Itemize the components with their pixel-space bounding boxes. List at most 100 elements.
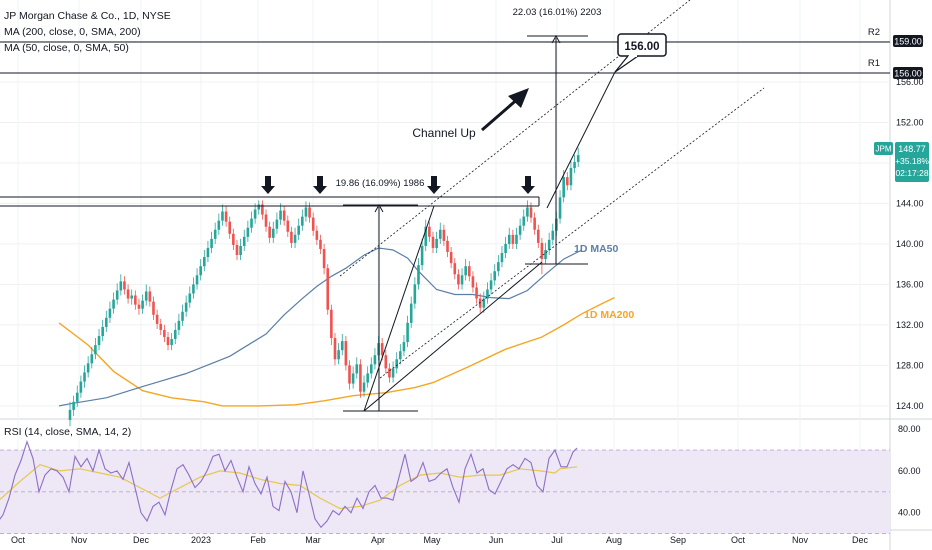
- candle-body: [163, 329, 166, 338]
- candle-body: [558, 197, 562, 219]
- price-tick: 152.00: [896, 117, 924, 127]
- candle: [199, 259, 202, 281]
- candle-body: [402, 342, 406, 352]
- channel-up-lines[interactable]: [339, 0, 765, 412]
- candle: [268, 221, 271, 243]
- candle: [384, 350, 388, 374]
- candle: [290, 226, 293, 248]
- candle-body: [326, 268, 330, 310]
- candle-body: [449, 252, 453, 264]
- candle-body: [184, 302, 188, 312]
- price-pane[interactable]: [0, 0, 890, 418]
- candle-body: [438, 229, 442, 239]
- time-tick: Nov: [792, 535, 809, 545]
- candlesticks: [68, 147, 580, 427]
- candle-body: [290, 231, 293, 243]
- price-axis[interactable]: 124.00 128.00 132.00 136.00 140.00 144.00 148.…: [896, 36, 924, 410]
- candle: [344, 336, 348, 371]
- down-arrow-icon: [427, 176, 441, 194]
- symbol-legend[interactable]: JP Morgan Chase & Co., 1D, NYSE: [4, 10, 171, 22]
- time-tick: Dec: [133, 535, 150, 545]
- candle: [163, 324, 166, 343]
- r1-label: R1: [868, 58, 880, 69]
- candle-body: [101, 326, 104, 337]
- rsi-legend[interactable]: RSI (14, close, SMA, 14, 2): [4, 426, 132, 438]
- candle: [533, 212, 536, 235]
- rsi-sma-line: [0, 464, 578, 510]
- candle: [518, 218, 522, 240]
- candle: [478, 293, 482, 313]
- candle: [108, 301, 112, 323]
- candle-body: [478, 298, 482, 308]
- candle: [170, 332, 173, 351]
- candle: [424, 219, 428, 252]
- candle: [173, 322, 177, 345]
- candle: [293, 227, 297, 248]
- candle-body: [464, 266, 467, 276]
- candle: [94, 338, 97, 360]
- channel-arrow-icon: [481, 88, 529, 132]
- candle: [507, 227, 511, 249]
- candle: [453, 258, 457, 280]
- candle-body: [282, 210, 286, 221]
- price-range-measure-1[interactable]: [343, 203, 418, 412]
- rsi-indicator: [0, 439, 890, 534]
- candle: [304, 201, 308, 222]
- r1-price-text: 156.00: [894, 69, 922, 79]
- candle: [86, 356, 90, 378]
- resistance-zone[interactable]: [0, 196, 540, 207]
- ma200-label: 1D MA200: [584, 309, 634, 321]
- candle: [144, 284, 148, 306]
- r1-price-tag: [893, 67, 923, 79]
- candle-body: [511, 234, 515, 244]
- candle: [112, 292, 115, 314]
- last-price-value: 148.77: [898, 144, 926, 154]
- candle: [471, 271, 475, 293]
- candle-body: [159, 323, 163, 330]
- candle: [221, 204, 224, 226]
- candle-body: [442, 229, 446, 241]
- candle-body: [217, 220, 221, 230]
- candle-body: [489, 280, 493, 290]
- ma50-label: 1D MA50: [574, 243, 619, 255]
- ma50-line: [58, 247, 583, 407]
- candle: [275, 212, 279, 234]
- ma200-legend[interactable]: MA (200, close, 0, SMA, 200): [4, 26, 141, 38]
- candle-body: [504, 243, 507, 254]
- ma50-legend[interactable]: MA (50, close, 0, SMA, 50): [4, 42, 129, 54]
- price-target-callout[interactable]: [614, 33, 667, 73]
- candle: [366, 366, 369, 388]
- candle-body: [246, 227, 250, 237]
- time-axis[interactable]: Oct Nov Dec 2023 Feb Mar Apr May Jun Jul Aug Sep Oct…: [11, 535, 869, 545]
- candle: [576, 147, 580, 167]
- candle-body: [420, 245, 424, 266]
- candle-body: [362, 382, 366, 392]
- candle: [573, 154, 576, 174]
- candle: [315, 225, 319, 245]
- candle-body: [166, 337, 170, 346]
- candle-body: [522, 216, 526, 226]
- candle-body: [453, 263, 457, 275]
- candle: [536, 224, 540, 248]
- candle-body: [475, 287, 478, 299]
- candle-body: [315, 230, 319, 240]
- price-range-measure-2[interactable]: [527, 34, 588, 265]
- candle-body: [279, 210, 282, 220]
- candle: [402, 335, 406, 357]
- candle: [250, 211, 253, 233]
- candle-body: [235, 244, 239, 256]
- candle: [90, 347, 94, 369]
- candle: [409, 296, 413, 328]
- candle: [184, 295, 188, 317]
- candle-body: [213, 229, 217, 239]
- candle: [192, 277, 195, 299]
- candle: [460, 268, 464, 290]
- candle: [431, 231, 435, 254]
- candle-body: [311, 217, 315, 231]
- candle-body: [493, 271, 497, 281]
- candle-body: [148, 291, 152, 302]
- candle: [286, 215, 290, 237]
- rsi-axis[interactable]: 40.00 60.00 80.00: [898, 424, 921, 517]
